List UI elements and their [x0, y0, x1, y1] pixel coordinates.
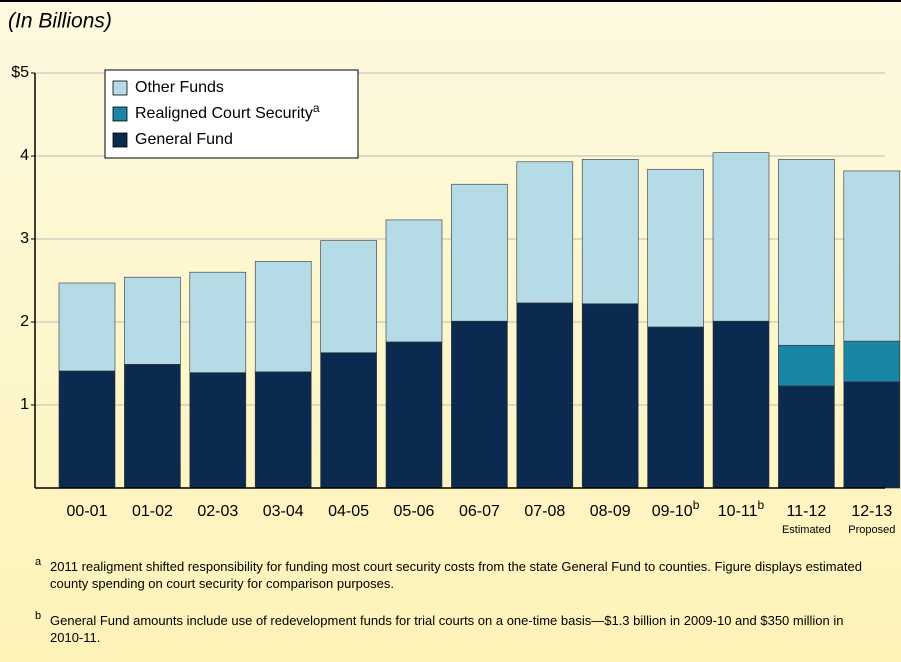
x-tick-label: 06-07 — [459, 503, 500, 520]
x-tick-label: 07-08 — [524, 503, 565, 520]
category: 11-12 — [787, 503, 827, 520]
category: 09-10 — [652, 503, 693, 520]
category-sublabel: Proposed — [848, 524, 895, 536]
x-tick-label: 08-09 — [590, 503, 631, 520]
category: 01-02 — [132, 503, 173, 520]
category: 00-01 — [67, 503, 108, 520]
bar-segment — [712, 320, 770, 489]
legend-swatch — [112, 106, 128, 122]
category: 08-09 — [590, 503, 631, 520]
bar-segment — [320, 240, 377, 354]
category: 12-13 — [851, 503, 892, 520]
bar-segment — [647, 326, 704, 489]
unit-note: (In Billions) — [8, 10, 112, 33]
x-tick-label: 02-03 — [197, 503, 238, 520]
x-tick-label: 05-06 — [394, 503, 435, 520]
category: 04-05 — [328, 503, 369, 520]
legend-name: Realigned Court Security — [135, 105, 313, 122]
y-tick-label: 3 — [20, 230, 29, 247]
bar-segment — [124, 276, 181, 365]
category-note: b — [693, 498, 700, 512]
category: 07-08 — [524, 503, 565, 520]
x-tick-label: 00-01 — [67, 503, 108, 520]
bar-segment — [189, 271, 247, 373]
bar-segment — [712, 152, 770, 322]
y-tick-label: 2 — [20, 313, 29, 330]
bar-segment — [189, 372, 247, 489]
legend-box — [104, 69, 359, 159]
x-tick-label: 04-05 — [328, 503, 369, 520]
y-tick-label: $5 — [11, 64, 29, 81]
category: 06-07 — [459, 503, 500, 520]
bar-segment — [320, 352, 377, 489]
legend-name: Other Funds — [135, 79, 224, 96]
category-sublabel: Estimated — [782, 524, 831, 536]
y-tick-label: 4 — [20, 147, 29, 164]
footnote-marker: a — [35, 556, 42, 568]
x-tick-label: 09-10b — [652, 498, 700, 520]
category: 10-11 — [718, 503, 758, 520]
bar-segment — [516, 161, 574, 304]
bar-segment — [254, 371, 312, 489]
x-tick-label: 10-11b — [718, 498, 765, 520]
category-note: b — [758, 498, 765, 512]
bar-segment — [581, 303, 639, 489]
bar-segment — [516, 302, 574, 489]
footnote: a 2011 realigment shifted responsibility … — [35, 556, 880, 592]
legend-label: General Fund — [135, 131, 233, 148]
footnote-text: 2011 realigment shifted responsibility f… — [50, 559, 862, 591]
y-tick-label: 1 — [20, 396, 29, 413]
footnote-text: General Fund amounts include use of rede… — [50, 613, 844, 645]
legend-swatch — [112, 80, 128, 96]
bar-segment — [385, 219, 443, 343]
legend-label: Other Funds — [135, 79, 224, 96]
x-tick-label: 01-02 — [132, 503, 173, 520]
bar-segment — [451, 183, 508, 322]
bar-segment — [778, 385, 835, 489]
category: 03-04 — [263, 503, 304, 520]
bar-segment — [581, 159, 639, 305]
legend-name: General Fund — [135, 131, 233, 148]
bar-segment — [647, 168, 704, 328]
bar-segment — [451, 320, 508, 489]
bar-segment — [385, 341, 443, 489]
x-tick-label: 11-12 — [787, 503, 827, 520]
category: 05-06 — [394, 503, 435, 520]
bar-segment — [254, 261, 312, 373]
bar-segment — [58, 282, 116, 372]
legend-label: Realigned Court Securitya — [135, 101, 320, 122]
category: 02-03 — [197, 503, 238, 520]
legend-note: a — [313, 101, 320, 115]
bar-segment — [58, 370, 116, 489]
footnote-marker: b — [35, 610, 42, 622]
bar-segment — [843, 170, 901, 342]
bar-segment — [778, 344, 835, 387]
bar-segment — [843, 340, 901, 383]
bar-segment — [843, 381, 901, 489]
legend-swatch — [112, 132, 128, 148]
x-tick-label: 03-04 — [263, 503, 304, 520]
bar-segment — [778, 159, 835, 346]
footnote: b General Fund amounts include use of red… — [35, 610, 880, 646]
bar-segment — [124, 364, 181, 489]
x-tick-label: 12-13 — [851, 503, 892, 520]
